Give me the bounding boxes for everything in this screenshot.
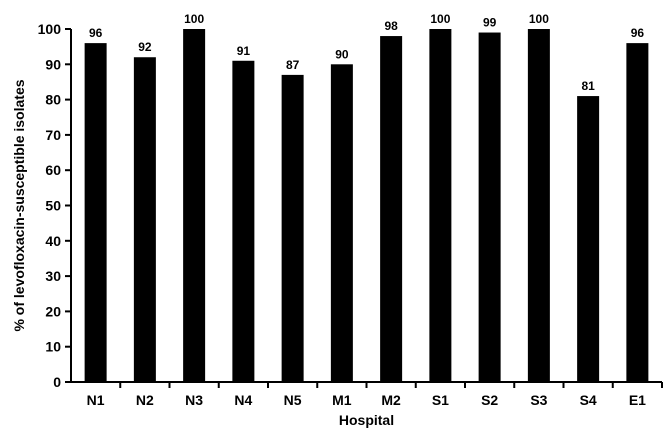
y-tick-label: 20 [45, 303, 61, 319]
y-tick-label: 30 [45, 268, 61, 284]
bar-e1 [626, 43, 649, 383]
bar-s3 [527, 29, 550, 382]
bar-m2 [380, 36, 403, 383]
x-axis-title: Hospital [339, 412, 394, 428]
bar-series [84, 29, 649, 383]
bar-n2 [133, 57, 156, 383]
data-label: 100 [529, 12, 549, 26]
bar-n4 [232, 60, 255, 383]
y-tick-label: 60 [45, 162, 61, 178]
y-tick-label: 40 [45, 233, 61, 249]
x-tick-label: S4 [580, 392, 597, 408]
x-tick-label: N4 [234, 392, 252, 408]
data-label: 96 [631, 26, 645, 40]
bar-n5 [281, 74, 304, 382]
bar-n3 [183, 29, 206, 382]
data-label: 100 [430, 12, 450, 26]
x-tick-label: S2 [481, 392, 498, 408]
y-axis: 0 10 20 30 40 50 60 70 80 90 100 [38, 21, 72, 390]
x-axis: N1 N2 N3 N4 N5 M1 M2 S1 S2 S3 S4 E1 [71, 381, 663, 408]
y-tick-label: 100 [38, 21, 62, 37]
x-tick-label: M1 [332, 392, 352, 408]
data-labels: 96 92 100 91 87 90 98 100 99 100 81 96 [89, 12, 644, 93]
bar-m1 [330, 64, 353, 383]
data-label: 90 [335, 47, 349, 61]
data-label: 92 [138, 40, 152, 54]
bar-s2 [478, 32, 501, 382]
data-label: 81 [581, 79, 595, 93]
y-tick-label: 0 [53, 374, 61, 390]
bar-s4 [577, 96, 600, 382]
x-tick-label: M2 [381, 392, 401, 408]
bar-s1 [429, 29, 452, 382]
x-tick-label: N1 [87, 392, 105, 408]
y-axis-title: % of levofloxacin-susceptible isolates [11, 79, 27, 331]
data-label: 87 [286, 58, 300, 72]
x-tick-label: N2 [136, 392, 154, 408]
y-tick-label: 50 [45, 198, 61, 214]
y-tick-label: 80 [45, 92, 61, 108]
y-tick-label: 90 [45, 56, 61, 72]
data-label: 96 [89, 26, 103, 40]
x-tick-label: S3 [530, 392, 547, 408]
data-label: 99 [483, 16, 497, 30]
bar-n1 [84, 43, 107, 383]
x-tick-label: E1 [629, 392, 646, 408]
data-label: 98 [384, 19, 398, 33]
x-tick-label: N5 [284, 392, 302, 408]
data-label: 100 [184, 12, 204, 26]
x-tick-label: N3 [185, 392, 203, 408]
data-label: 91 [237, 44, 251, 58]
y-tick-label: 70 [45, 127, 61, 143]
x-tick-label: S1 [432, 392, 449, 408]
y-tick-label: 10 [45, 339, 61, 355]
